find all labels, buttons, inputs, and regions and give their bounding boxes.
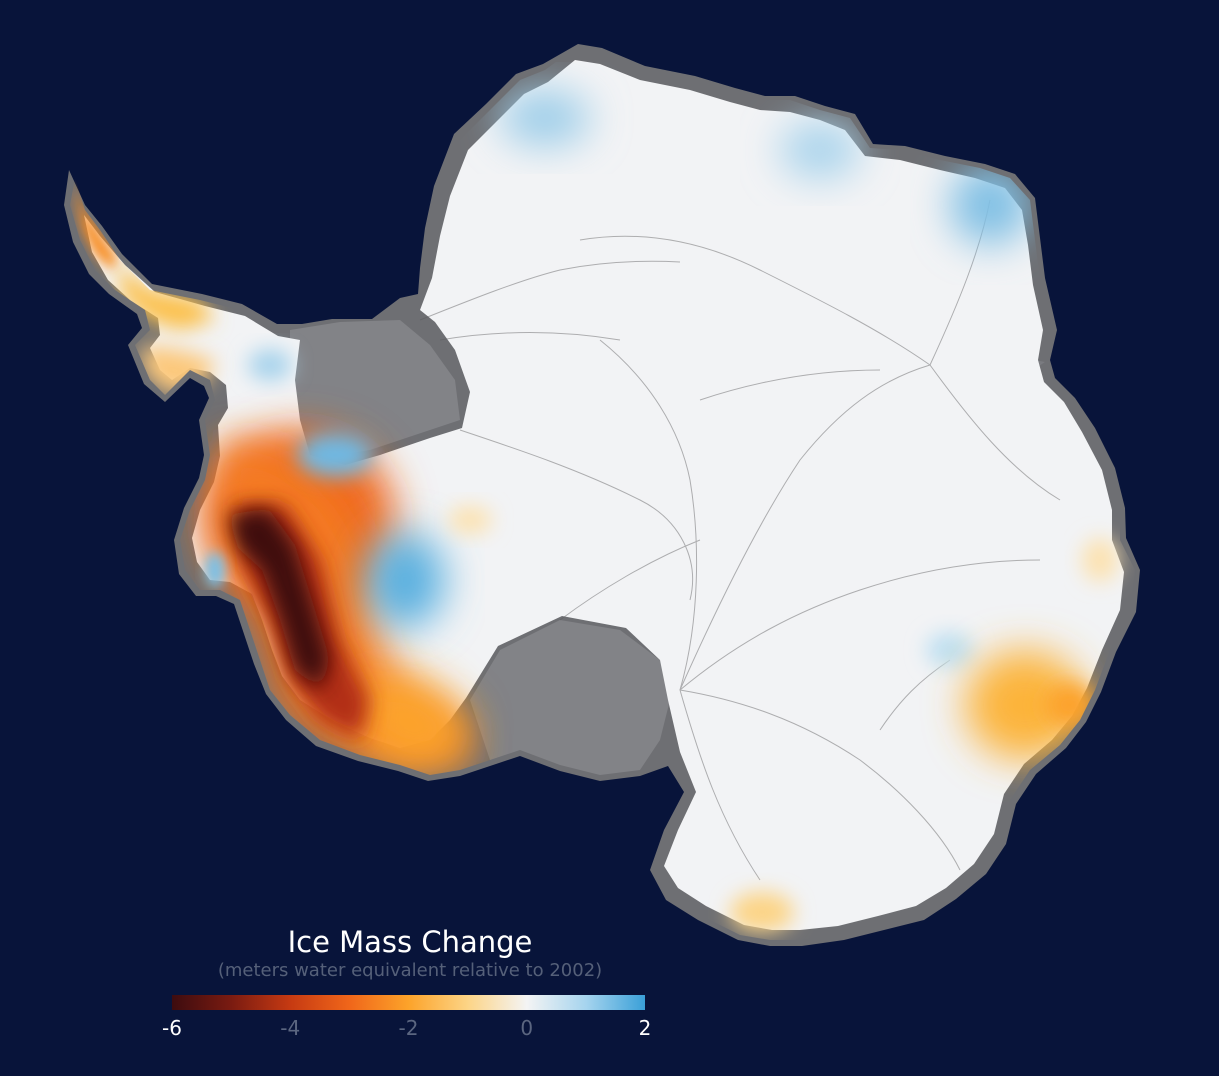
legend-tick-label: -2 (398, 1016, 419, 1040)
ice-flow-lines (419, 199, 1061, 881)
legend-color-bar (172, 995, 645, 1010)
legend-tick-label: -6 (162, 1016, 182, 1040)
legend: Ice Mass Change (meters water equivalent… (150, 922, 670, 1052)
legend-tick-label: 2 (638, 1016, 652, 1040)
ronne-ice-shelf (290, 320, 460, 455)
ross-ice-shelf (470, 620, 670, 775)
mass-change-overlay (72, 90, 1118, 932)
legend-tick-label: -4 (280, 1016, 301, 1040)
legend-tick-label: 0 (520, 1016, 534, 1040)
legend-subtitle: (meters water equivalent relative to 200… (217, 960, 603, 981)
legend-title: Ice Mass Change (287, 925, 533, 959)
